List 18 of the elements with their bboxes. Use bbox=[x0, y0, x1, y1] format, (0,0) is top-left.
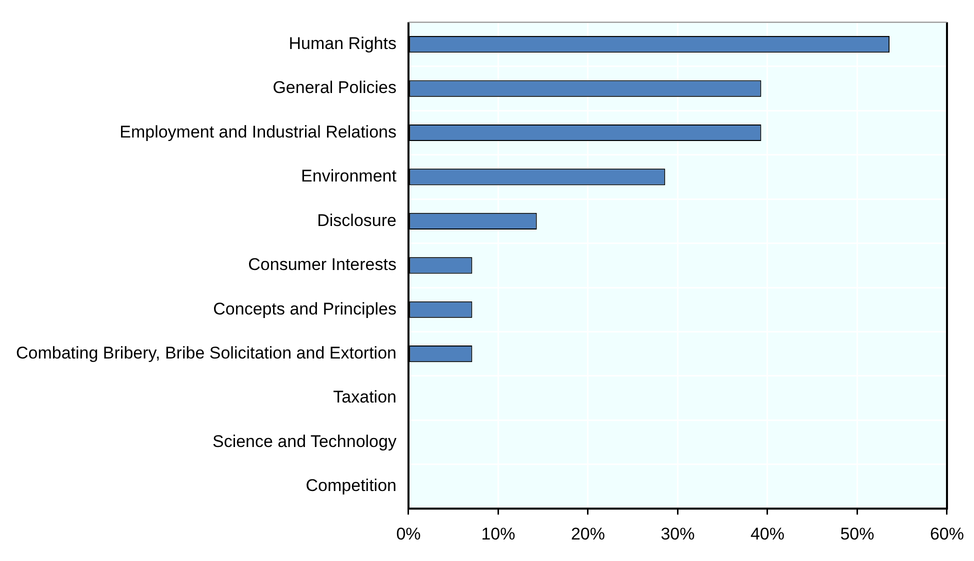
y-tick-label: Human Rights bbox=[288, 34, 396, 53]
y-tick-label: General Policies bbox=[272, 78, 396, 98]
y-tick-label: Disclosure bbox=[317, 210, 396, 230]
x-tick-label: 0% bbox=[396, 524, 421, 544]
y-tick-label: Science and Technology bbox=[212, 432, 397, 451]
x-tick-label: 20% bbox=[570, 524, 605, 544]
x-tick-label: 40% bbox=[750, 524, 784, 544]
y-tick-label: Consumer Interests bbox=[248, 255, 396, 274]
y-tick-label: Competition bbox=[306, 476, 396, 496]
y-tick-label: Employment and Industrial Relations bbox=[120, 122, 396, 142]
x-tick-label: 60% bbox=[930, 524, 964, 544]
y-tick-label: Combating Bribery, Bribe Solicitation and Extortion bbox=[16, 344, 396, 363]
y-tick-label: Taxation bbox=[333, 388, 396, 407]
y-tick-label: Environment bbox=[301, 166, 397, 186]
x-tick-label: 30% bbox=[660, 524, 695, 544]
x-tick-label: 50% bbox=[840, 524, 874, 544]
x-tick-label: 10% bbox=[481, 524, 516, 544]
y-tick-label: Concepts and Principles bbox=[213, 299, 396, 318]
